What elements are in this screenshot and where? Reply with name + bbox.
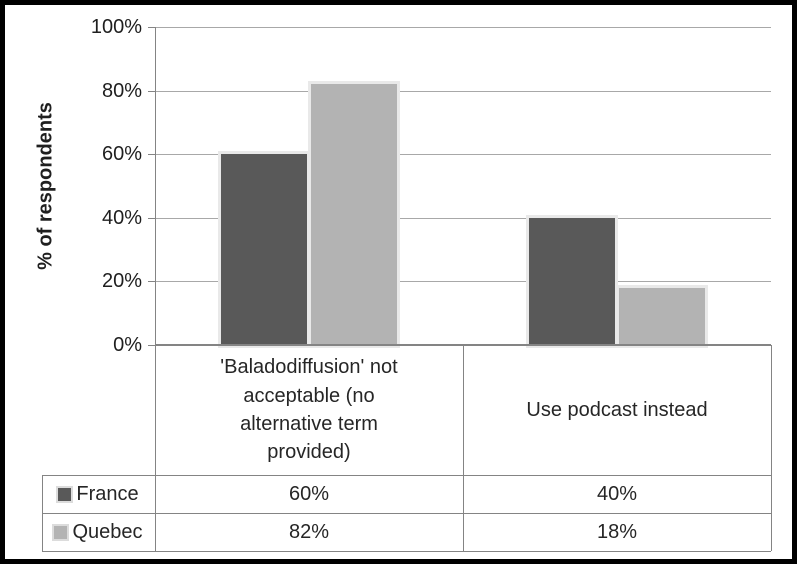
value-cell-quebec-cat1: 82% — [288, 520, 330, 543]
y-tick-label: 20% — [101, 270, 142, 292]
legend-swatch-quebec — [54, 525, 68, 539]
y-tick-mark — [148, 154, 155, 155]
y-tick-mark — [148, 91, 155, 92]
y-tick-mark — [148, 281, 155, 282]
bar-france-cat2 — [529, 218, 615, 345]
y-axis-title: % of respondents — [34, 102, 57, 270]
y-tick-mark — [148, 345, 155, 346]
value-cell-france-cat1: 60% — [288, 482, 330, 505]
y-axis-line — [155, 27, 156, 551]
table-row-line-mid — [42, 513, 771, 514]
y-tick-label: 100% — [90, 16, 142, 38]
y-tick-label: 80% — [101, 80, 142, 102]
table-col-line-right — [771, 345, 772, 551]
table-col-line-divider — [463, 345, 464, 551]
legend-label: France — [76, 482, 139, 505]
y-tick-label: 60% — [101, 143, 142, 165]
value-cell-france-cat2: 40% — [596, 482, 638, 505]
category-label-cell-2: Use podcast instead — [464, 346, 770, 474]
bar-quebec-cat2 — [619, 288, 705, 345]
value-cell-quebec-cat2: 18% — [596, 520, 638, 543]
legend-cell-quebec: Quebec — [43, 514, 154, 550]
bar-quebec-cat1 — [311, 84, 397, 345]
legend-label: Quebec — [72, 520, 143, 543]
legend-cell-france: France — [43, 476, 154, 512]
table-row-line-top — [42, 475, 771, 476]
gridline-80% — [155, 91, 771, 92]
gridline-100% — [155, 27, 771, 28]
table-col-line-left — [42, 475, 43, 551]
category-label: Use podcast instead — [526, 398, 708, 421]
gridline-60% — [155, 154, 771, 155]
table-row-line-bottom — [42, 551, 771, 552]
gridline-20% — [155, 281, 771, 282]
y-tick-label: 40% — [101, 207, 142, 229]
category-label: 'Baladodiffusion' not acceptable (no alt… — [220, 356, 398, 464]
y-tick-mark — [148, 27, 155, 28]
y-tick-mark — [148, 218, 155, 219]
gridline-40% — [155, 218, 771, 219]
y-tick-label: 0% — [113, 334, 142, 356]
legend-swatch-france — [58, 487, 72, 501]
bar-france-cat1 — [221, 154, 307, 345]
category-label-cell-1: 'Baladodiffusion' not acceptable (no alt… — [156, 346, 462, 474]
